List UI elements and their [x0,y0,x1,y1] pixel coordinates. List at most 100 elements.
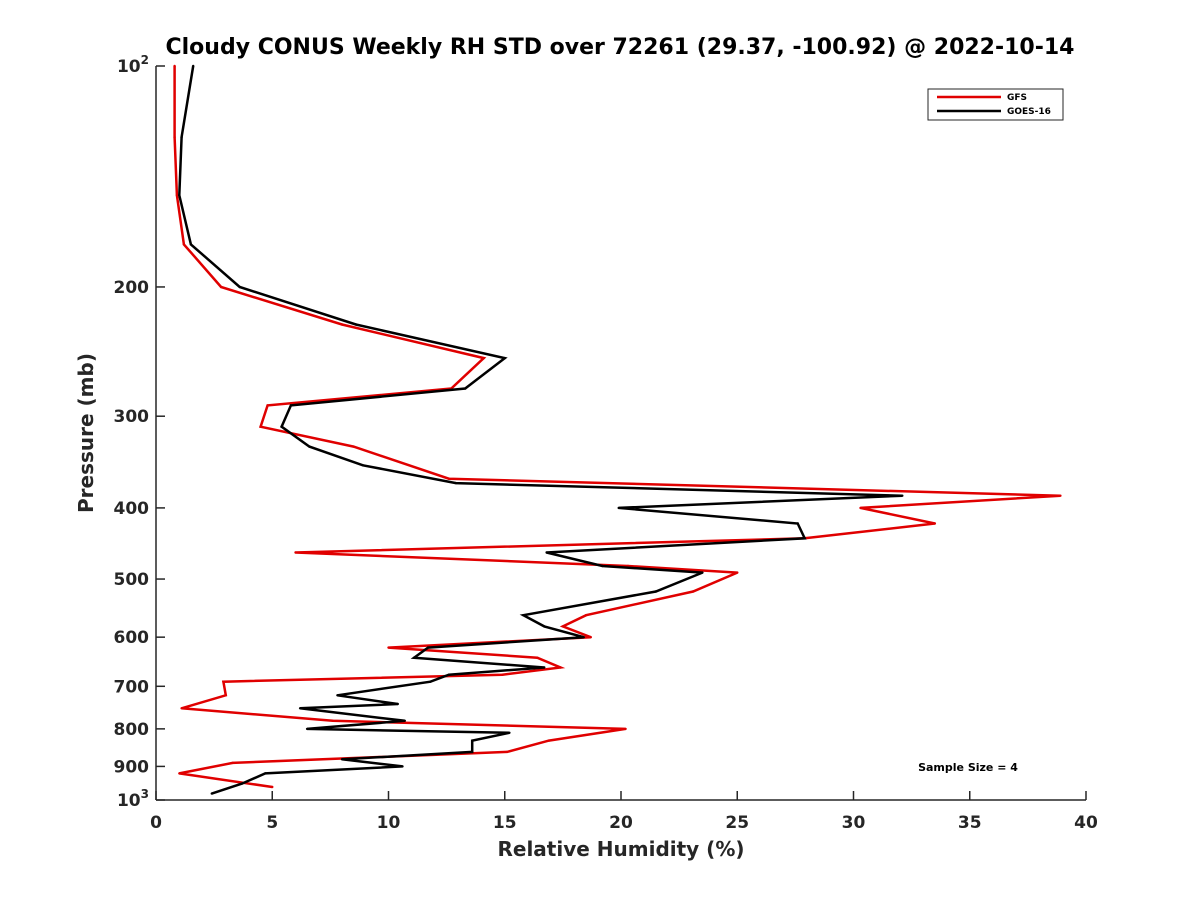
data-point-gfs-30 [331,719,334,722]
data-point-goes-16-24 [426,646,430,649]
data-point-goes-16-28 [429,680,432,683]
data-point-goes-16-20 [654,590,658,593]
data-point-goes-16-1 [180,135,183,139]
y-tick-label: 400 [114,499,150,519]
data-point-gfs-20 [584,614,588,617]
y-axis-ticks: 102 200 300 400 500 600 700 800 900 103 [114,53,165,811]
data-point-goes-16-2 [178,194,181,197]
x-tick-label: 15 [493,813,517,833]
data-point-goes-16-15 [796,522,799,525]
sample-size-annotation: Sample Size = 4 [918,761,1018,774]
data-point-gfs-29 [180,707,183,710]
data-point-gfs-23 [387,646,390,649]
data-point-gfs-19 [691,590,695,593]
data-point-gfs-5 [340,323,344,326]
series-goes-16 [178,64,904,795]
data-point-goes-16-34 [508,731,511,734]
y-tick-label: 700 [114,677,150,697]
data-point-goes-16-10 [308,445,311,448]
data-point-gfs-28 [224,694,227,697]
data-point-goes-16-6 [503,356,506,360]
data-point-goes-16-31 [298,707,302,710]
data-point-goes-16-27 [447,673,451,676]
data-point-gfs-3 [182,243,186,246]
x-tick-label: 25 [725,813,749,833]
x-tick-label: 40 [1074,813,1098,833]
data-point-gfs-34 [231,761,234,765]
data-point-goes-16-7 [464,387,467,390]
data-point-goes-16-33 [305,727,309,731]
data-point-goes-16-41 [210,792,213,795]
y-tick-label: 500 [114,570,150,590]
data-point-goes-16-39 [264,772,267,775]
legend: GFS GOES-16 [927,88,1064,121]
y-tick-label: 800 [114,720,150,740]
data-point-gfs-26 [501,673,504,676]
y-tick-label: 600 [114,628,150,648]
data-point-goes-16-5 [354,323,358,326]
series-line-gfs [173,66,1061,789]
data-point-goes-16-17 [545,551,548,554]
data-point-goes-16-16 [803,537,806,540]
y-axis-label: Pressure (mb) [74,353,98,513]
data-point-goes-16-30 [396,702,399,706]
data-point-gfs-11 [447,477,451,480]
data-point-goes-16-9 [280,425,283,428]
series-layer [173,64,1062,795]
y-tick-label: 102 [117,53,149,77]
data-point-goes-16-32 [403,719,406,722]
data-point-goes-16-14 [617,506,620,510]
data-point-gfs-9 [259,425,262,428]
data-point-goes-16-11 [361,464,365,467]
data-point-gfs-27 [222,680,225,683]
x-tick-label: 0 [150,813,162,833]
data-point-gfs-25 [559,666,562,669]
data-point-goes-16-37 [340,758,344,761]
data-point-goes-16-23 [582,636,585,639]
data-point-gfs-13 [859,506,862,510]
data-point-gfs-10 [352,445,355,448]
data-point-goes-16-35 [471,739,474,742]
series-gfs [173,64,1062,789]
y-tick-label: 900 [114,757,150,777]
data-point-goes-16-29 [336,694,339,697]
data-point-gfs-2 [175,194,179,197]
data-point-goes-16-19 [701,571,704,574]
data-point-gfs-1 [173,135,176,139]
data-point-gfs-14 [933,522,937,525]
data-point-goes-16-8 [289,404,293,407]
data-point-goes-16-25 [412,656,416,659]
data-point-goes-16-38 [401,765,404,768]
data-point-goes-16-13 [901,494,904,497]
data-point-goes-16-3 [189,243,193,246]
data-point-goes-16-40 [240,782,244,785]
data-point-gfs-18 [736,571,739,574]
data-point-gfs-6 [482,356,485,360]
data-point-goes-16-4 [238,285,241,289]
data-point-gfs-4 [219,285,223,289]
data-point-gfs-31 [624,727,627,731]
y-tick-label: 103 [117,787,149,811]
chart-title: Cloudy CONUS Weekly RH STD over 72261 (2… [166,35,1075,60]
data-point-gfs-0 [173,64,176,68]
data-point-gfs-22 [589,636,592,639]
x-tick-label: 5 [266,813,278,833]
data-point-goes-16-26 [543,666,546,669]
x-tick-label: 20 [609,813,633,833]
x-tick-label: 30 [842,813,866,833]
data-point-goes-16-18 [601,564,604,568]
data-point-gfs-36 [271,785,274,789]
x-tick-label: 35 [958,813,982,833]
data-point-gfs-35 [178,772,181,775]
legend-label-gfs: GFS [1007,93,1027,103]
data-point-gfs-8 [266,404,269,407]
series-line-goes-16 [178,65,903,795]
data-point-gfs-12 [1059,494,1062,497]
data-point-gfs-24 [536,656,539,659]
data-point-goes-16-22 [543,625,546,628]
data-point-gfs-21 [561,625,565,628]
x-axis-ticks: 0 5 10 15 20 25 30 35 40 [150,791,1098,833]
legend-box [927,88,1064,121]
data-point-goes-16-12 [454,481,458,485]
